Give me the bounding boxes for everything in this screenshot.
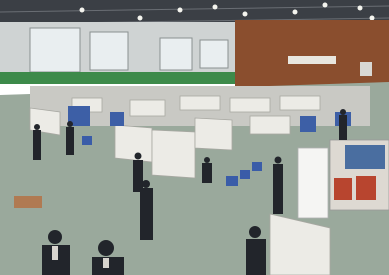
- photo-exhibition-hall: [0, 0, 389, 275]
- blue-display: [345, 145, 385, 169]
- wooden-wall: [235, 20, 389, 90]
- vertical-banner: [298, 148, 328, 218]
- wall-sign: [288, 56, 336, 64]
- wall-notice: [360, 62, 372, 76]
- table: [14, 196, 42, 208]
- green-wall-band: [0, 72, 235, 84]
